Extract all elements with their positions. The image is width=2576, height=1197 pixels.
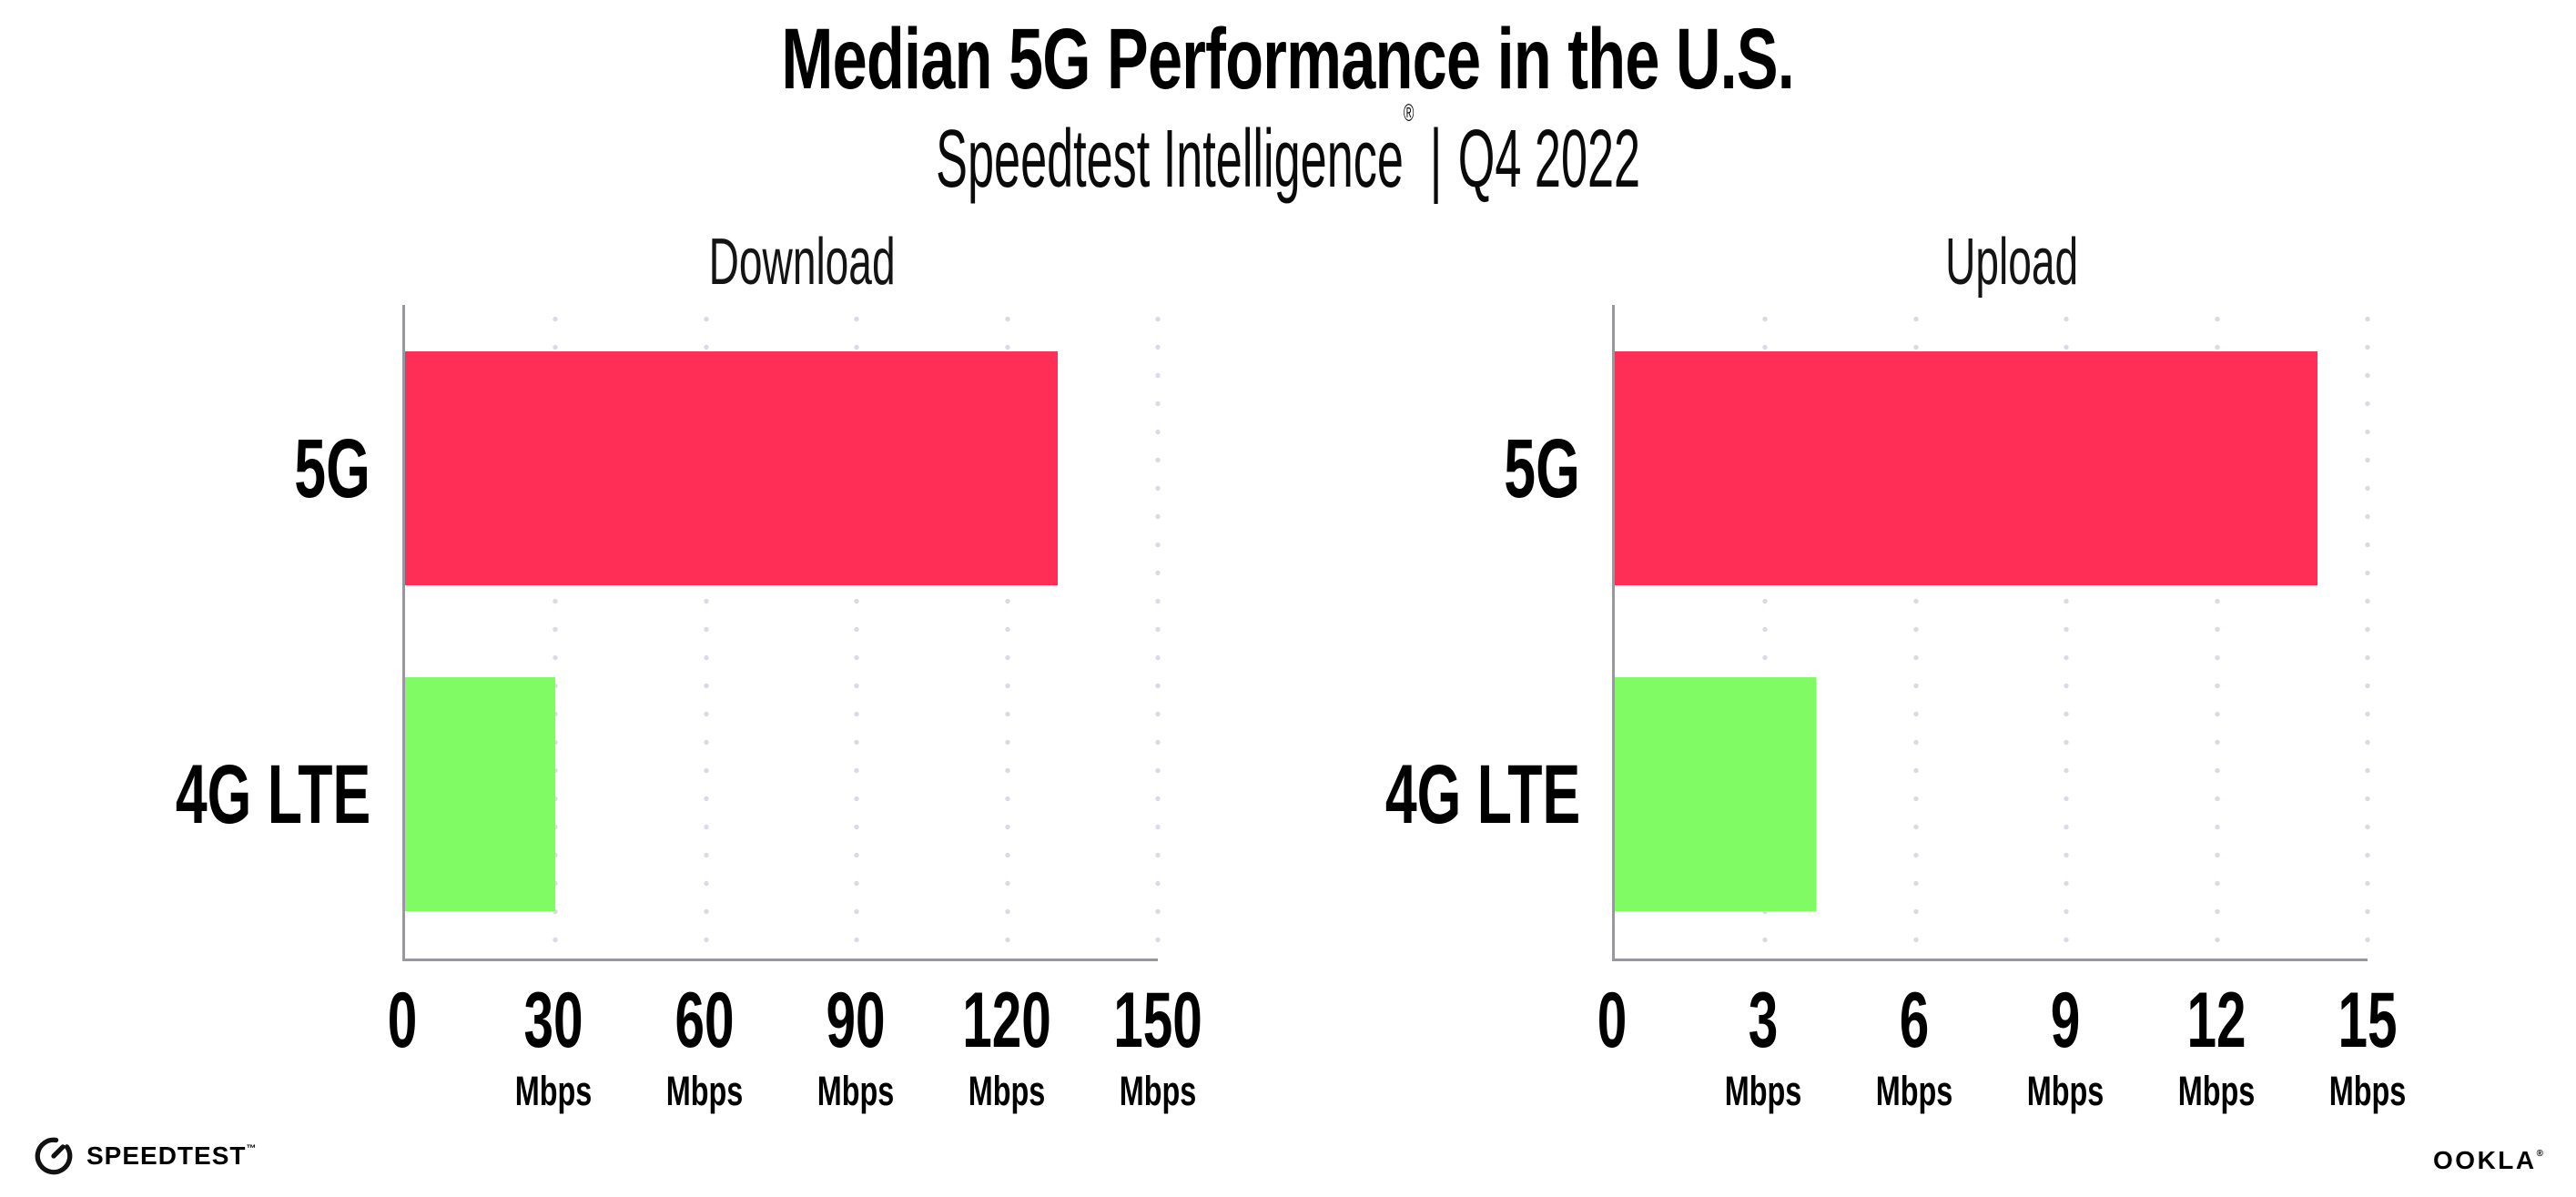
tick-label: 3 Mbps [1724, 977, 1802, 1114]
tick-label: 60 Mbps [665, 977, 744, 1114]
x-axis-ticks-download: 0 30 Mbps 60 Mbps 90 Mbps 120 Mbps 150 M… [388, 977, 1202, 1118]
gridline [1762, 305, 1769, 959]
unit-label: Mbps [514, 1068, 593, 1114]
unit-label: Mbps [665, 1068, 744, 1114]
x-axis-ticks-upload: 0 3 Mbps 6 Mbps 9 Mbps 12 Mbps 15 Mbps [1597, 977, 2407, 1118]
unit-label: Mbps [1724, 1068, 1802, 1114]
bar-5g-upload [1615, 351, 2317, 585]
chart-download: Download 5G 4G LTE 0 30 Mbps 60 [0, 0, 1210, 1197]
gridline [2214, 305, 2220, 959]
gridline [2064, 305, 2070, 959]
page-title-text: Median 5G Performance in the U.S. [781, 11, 1795, 107]
unit-label: Mbps [816, 1068, 895, 1114]
ookla-logo: OOKLA® [2433, 1146, 2543, 1175]
tick-label: 12 Mbps [2177, 977, 2256, 1114]
ookla-wordmark: OOKLA [2433, 1146, 2537, 1174]
category-label-5g: 5G [294, 421, 370, 515]
unit-label: Mbps [1875, 1068, 1953, 1114]
tick-label: 0 [387, 977, 418, 1064]
unit-label: Mbps [2177, 1068, 2256, 1114]
chart-upload: Upload 5G 4G LTE 0 3 Mbps 6 [1210, 0, 2419, 1197]
speedtest-wordmark: SPEEDTEST™ [86, 1141, 257, 1170]
speedtest-logo: SPEEDTEST™ [33, 1135, 256, 1177]
gridline [703, 305, 709, 959]
gridline [854, 305, 860, 959]
page-subtitle: Speedtest Intelligence® | Q4 2022 [0, 100, 2576, 203]
unit-label: Mbps [1119, 1068, 1197, 1114]
tick-label: 15 Mbps [2328, 977, 2407, 1114]
subtitle-divider: | [1429, 114, 1443, 205]
unit-label: Mbps [2026, 1068, 2104, 1114]
plot-area-download [402, 305, 1161, 961]
speedtest-gauge-icon [35, 1137, 73, 1175]
tick-label: 9 Mbps [2026, 977, 2104, 1114]
category-label-4g-lte: 4G LTE [1384, 747, 1580, 841]
registered-trademark-icon: ® [1403, 99, 1415, 127]
gridline [1155, 305, 1161, 959]
tick-label: 90 Mbps [816, 977, 895, 1114]
category-label-4g-lte: 4G LTE [175, 747, 370, 841]
bar-4g-lte-download [405, 677, 556, 911]
subtitle-period: Q4 2022 [1457, 114, 1640, 205]
bar-4g-lte-upload [1615, 677, 1816, 911]
chart-title-upload: Upload [1944, 226, 2079, 299]
tick-label: 150 Mbps [1092, 981, 1223, 1111]
registered-trademark-icon: ® [2536, 1149, 2543, 1159]
gridline [2365, 305, 2370, 959]
unit-label: Mbps [968, 1068, 1046, 1114]
category-label-5g: 5G [1504, 421, 1580, 515]
bar-5g-download [405, 351, 1058, 585]
chart-title-download: Download [708, 226, 896, 299]
trademark-icon: ™ [246, 1143, 257, 1154]
page-title: Median 5G Performance in the U.S. [0, 11, 2576, 107]
gridline [553, 305, 559, 959]
gridline [1912, 305, 1919, 959]
tick-label: 0 [1597, 977, 1628, 1064]
plot-area-upload [1612, 305, 2370, 961]
tick-label: 6 Mbps [1875, 977, 1953, 1114]
page-subtitle-text: Speedtest Intelligence® | Q4 2022 [936, 100, 1640, 203]
tick-label: 120 Mbps [941, 981, 1072, 1111]
tick-label: 30 Mbps [514, 977, 593, 1114]
subtitle-brand: Speedtest Intelligence [936, 114, 1404, 205]
unit-label: Mbps [2328, 1068, 2407, 1114]
gridline [1004, 305, 1010, 959]
